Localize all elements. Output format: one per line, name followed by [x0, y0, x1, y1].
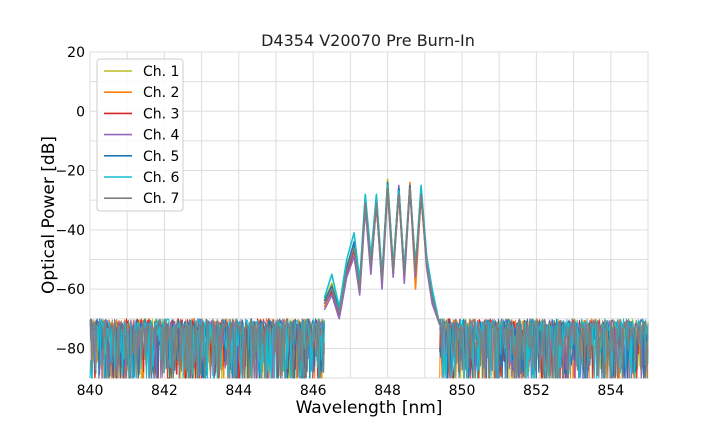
x-tick-label: 848	[374, 383, 401, 399]
legend-label: Ch. 6	[143, 170, 180, 186]
legend: Ch. 1 Ch. 2 Ch. 3 Ch. 4 Ch. 5 Ch. 6 Ch. 7	[96, 58, 184, 212]
x-tick-label: 842	[151, 383, 178, 399]
x-axis-ticks: 840 842 844 846 848 850 852 854	[77, 383, 625, 399]
noise-trace	[89, 318, 325, 379]
y-axis-label: Optical Power [dB]	[39, 136, 59, 294]
y-tick-label: −40	[55, 223, 85, 239]
legend-label: Ch. 1	[143, 64, 179, 80]
y-tick-label: 0	[76, 104, 85, 120]
legend-label: Ch. 3	[143, 106, 179, 122]
y-tick-label: −80	[55, 341, 85, 357]
legend-box	[96, 58, 184, 212]
legend-label: Ch. 2	[143, 85, 179, 101]
series-line	[323, 187, 441, 325]
x-tick-label: 852	[523, 383, 550, 399]
legend-label: Ch. 4	[143, 128, 180, 144]
x-axis-label: Wavelength [nm]	[296, 398, 443, 418]
series-lines	[323, 178, 441, 325]
y-tick-label: −20	[55, 164, 85, 180]
x-tick-label: 844	[225, 383, 252, 399]
chart-title: D4354 V20070 Pre Burn-In	[261, 31, 475, 50]
noise-floor	[89, 318, 649, 379]
y-tick-label: 20	[67, 45, 85, 61]
x-tick-label: 854	[597, 383, 624, 399]
y-axis-ticks: −80 −60 −40 −20 0 20	[55, 45, 85, 357]
x-tick-label: 840	[77, 383, 104, 399]
y-tick-label: −60	[55, 282, 85, 298]
legend-label: Ch. 5	[143, 149, 179, 165]
legend-label: Ch. 7	[143, 191, 179, 207]
x-tick-label: 850	[449, 383, 476, 399]
x-tick-label: 846	[300, 383, 327, 399]
noise-trace	[439, 318, 649, 379]
